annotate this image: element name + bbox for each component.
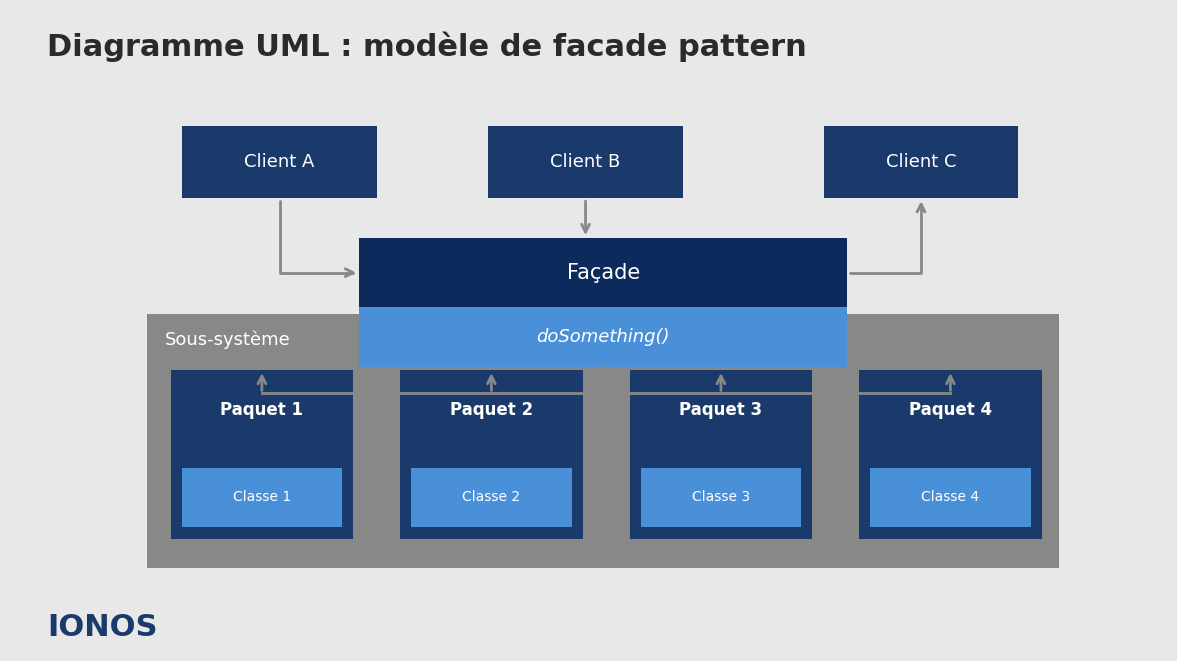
- Text: Sous-système: Sous-système: [165, 330, 291, 349]
- FancyBboxPatch shape: [171, 370, 353, 539]
- Text: Diagramme UML : modèle de facade pattern: Diagramme UML : modèle de facade pattern: [47, 31, 806, 61]
- Text: doSomething(): doSomething(): [537, 328, 670, 346]
- FancyBboxPatch shape: [359, 307, 847, 367]
- Text: Paquet 2: Paquet 2: [450, 401, 533, 419]
- FancyBboxPatch shape: [488, 126, 683, 198]
- Text: Paquet 1: Paquet 1: [220, 401, 304, 419]
- Text: Client A: Client A: [245, 153, 314, 171]
- FancyBboxPatch shape: [824, 126, 1018, 198]
- FancyBboxPatch shape: [870, 468, 1031, 527]
- Text: Façade: Façade: [566, 262, 640, 283]
- Text: Client C: Client C: [886, 153, 956, 171]
- Text: Classe 3: Classe 3: [692, 490, 750, 504]
- Text: IONOS: IONOS: [47, 613, 158, 642]
- FancyBboxPatch shape: [147, 314, 1059, 568]
- FancyBboxPatch shape: [359, 238, 847, 307]
- FancyBboxPatch shape: [182, 126, 377, 198]
- FancyBboxPatch shape: [411, 468, 572, 527]
- FancyBboxPatch shape: [859, 370, 1042, 539]
- FancyBboxPatch shape: [181, 468, 343, 527]
- Text: Classe 1: Classe 1: [233, 490, 291, 504]
- Text: Paquet 4: Paquet 4: [909, 401, 992, 419]
- Text: Classe 4: Classe 4: [922, 490, 979, 504]
- Text: Paquet 3: Paquet 3: [679, 401, 763, 419]
- Text: Classe 2: Classe 2: [463, 490, 520, 504]
- FancyBboxPatch shape: [630, 370, 812, 539]
- FancyBboxPatch shape: [400, 370, 583, 539]
- FancyBboxPatch shape: [640, 468, 802, 527]
- Text: Client B: Client B: [551, 153, 620, 171]
